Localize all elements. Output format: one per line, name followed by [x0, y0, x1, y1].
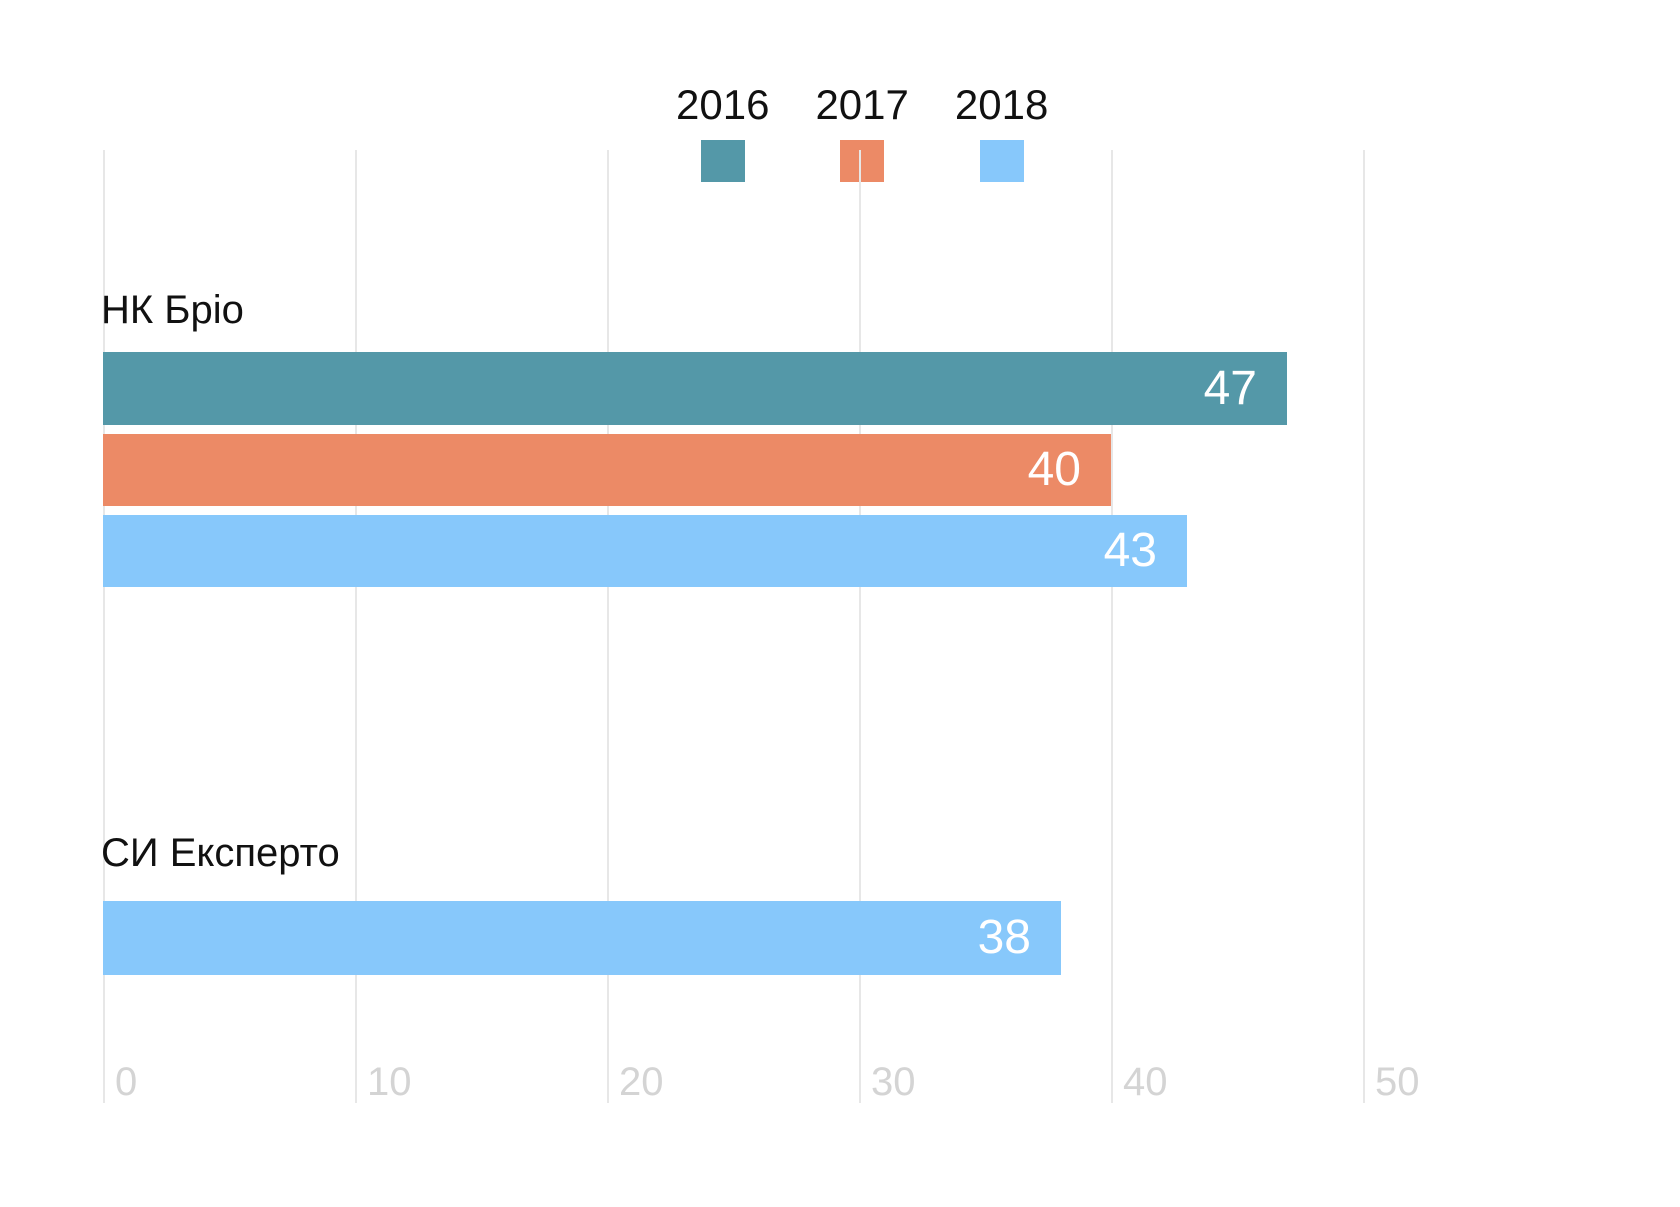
bar-value-nk-brio-2017: 40	[1027, 443, 1081, 496]
legend-item-2018: 2018	[955, 84, 1048, 182]
bar-value-si-eksperto-2018: 38	[977, 911, 1031, 964]
legend-item-2017: 2017	[815, 81, 909, 182]
gridline-0	[103, 150, 105, 1103]
bar-value-nk-brio-2016: 47	[1203, 361, 1257, 415]
gridline-50	[1363, 150, 1365, 1103]
legend-label-2018: 2018	[954, 81, 1049, 128]
x-tick-label-20: 20	[619, 1060, 664, 1104]
legend-label-2017: 2017	[815, 81, 909, 128]
legend-label-2016: 2016	[676, 81, 770, 128]
x-tick-label-0: 0	[115, 1060, 138, 1104]
bar-nk-brio-2017: 40	[103, 434, 1111, 506]
bar-si-eksperto-2018: 38	[103, 901, 1061, 975]
chart-legend: 2016 2017 2018	[676, 84, 1048, 182]
gridline-10	[355, 150, 357, 1103]
category-label-nk-brio: НК Бріо	[101, 288, 244, 332]
category-label-si-eksperto: СИ Експерто	[101, 831, 340, 875]
x-tick-label-10: 10	[367, 1060, 412, 1104]
x-tick-label-50: 50	[1375, 1060, 1420, 1104]
gridline-40	[1111, 150, 1113, 1103]
x-tick-label-40: 40	[1123, 1060, 1168, 1104]
legend-swatch-2018-icon	[979, 140, 1024, 182]
bar-value-nk-brio-2018: 43	[1103, 524, 1157, 577]
legend-item-2016: 2016	[676, 84, 769, 182]
bar-nk-brio-2016: 47	[103, 352, 1287, 425]
legend-swatch-2016-icon	[700, 140, 745, 182]
bar-nk-brio-2018: 43	[103, 515, 1187, 587]
gridline-20	[607, 150, 609, 1103]
x-tick-label-30: 30	[871, 1060, 916, 1104]
gridline-30	[859, 150, 861, 1103]
legend-swatch-2017-icon	[840, 140, 885, 182]
